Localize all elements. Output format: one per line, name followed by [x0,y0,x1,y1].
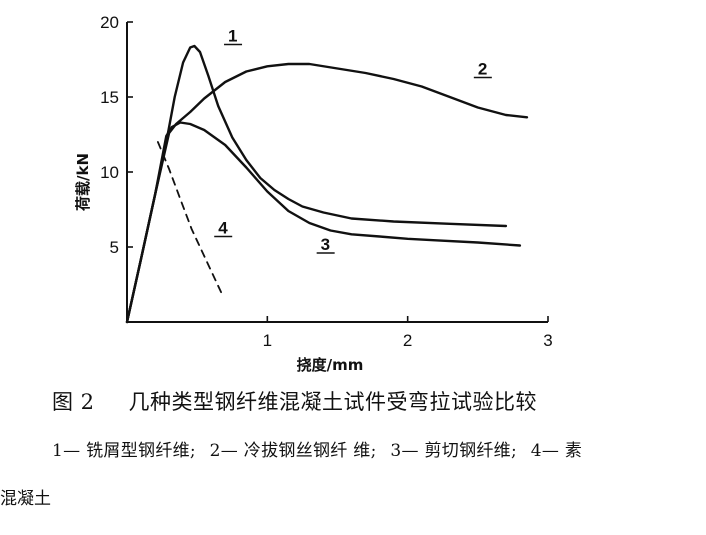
load-deflection-chart: 1 2 3 20 15 10 5 1 2 3 4 挠度/mm 荷载/kN [74,13,553,374]
figure-legend: 1— 铣屑型钢纤维; 2— 冷拔钢丝钢纤 维; 3— 剪切钢纤维; 4— 素 [52,436,692,461]
series-1-label: 1 [228,27,237,46]
legend-item-4-end: 混凝土 [0,489,51,509]
x-tick-label: 1 [263,331,272,350]
y-tick-label: 5 [110,238,119,257]
legend-continuation: 混凝土 [0,484,51,509]
figure-number: 图 2 [52,390,95,414]
series-2-label: 2 [478,60,487,79]
legend-item-3: 3— 剪切钢纤维; [390,441,517,461]
x-tick-label: 3 [543,331,552,350]
legend-item-4-start: 4— 素 [530,441,583,461]
series-3-line [125,121,522,324]
figure-caption: 图 2 几种类型钢纤维混凝土试件受弯拉试验比较 [52,386,537,416]
legend-item-2: 2— 冷拔钢丝钢纤 维; [209,441,377,461]
chart-curve-labels: 1 2 3 4 [214,27,492,254]
figure-title: 几种类型钢纤维混凝土试件受弯拉试验比较 [128,390,538,414]
series-1-line [125,44,508,324]
y-tick-label: 15 [100,88,119,107]
chart-ticks: 1 2 3 20 15 10 5 [100,13,553,350]
series-3-label: 3 [321,235,330,254]
x-tick-label: 2 [403,331,412,350]
series-4-line [157,141,224,296]
series-2-line [125,62,529,324]
series-4-label: 4 [218,219,228,238]
x-axis-title: 挠度/mm [297,356,364,374]
y-axis-title: 荷载/kN [74,153,92,211]
chart-curves [125,44,529,324]
y-tick-label: 10 [100,163,119,182]
legend-item-1: 1— 铣屑型钢纤维; [52,441,196,461]
y-tick-label: 20 [100,13,119,32]
